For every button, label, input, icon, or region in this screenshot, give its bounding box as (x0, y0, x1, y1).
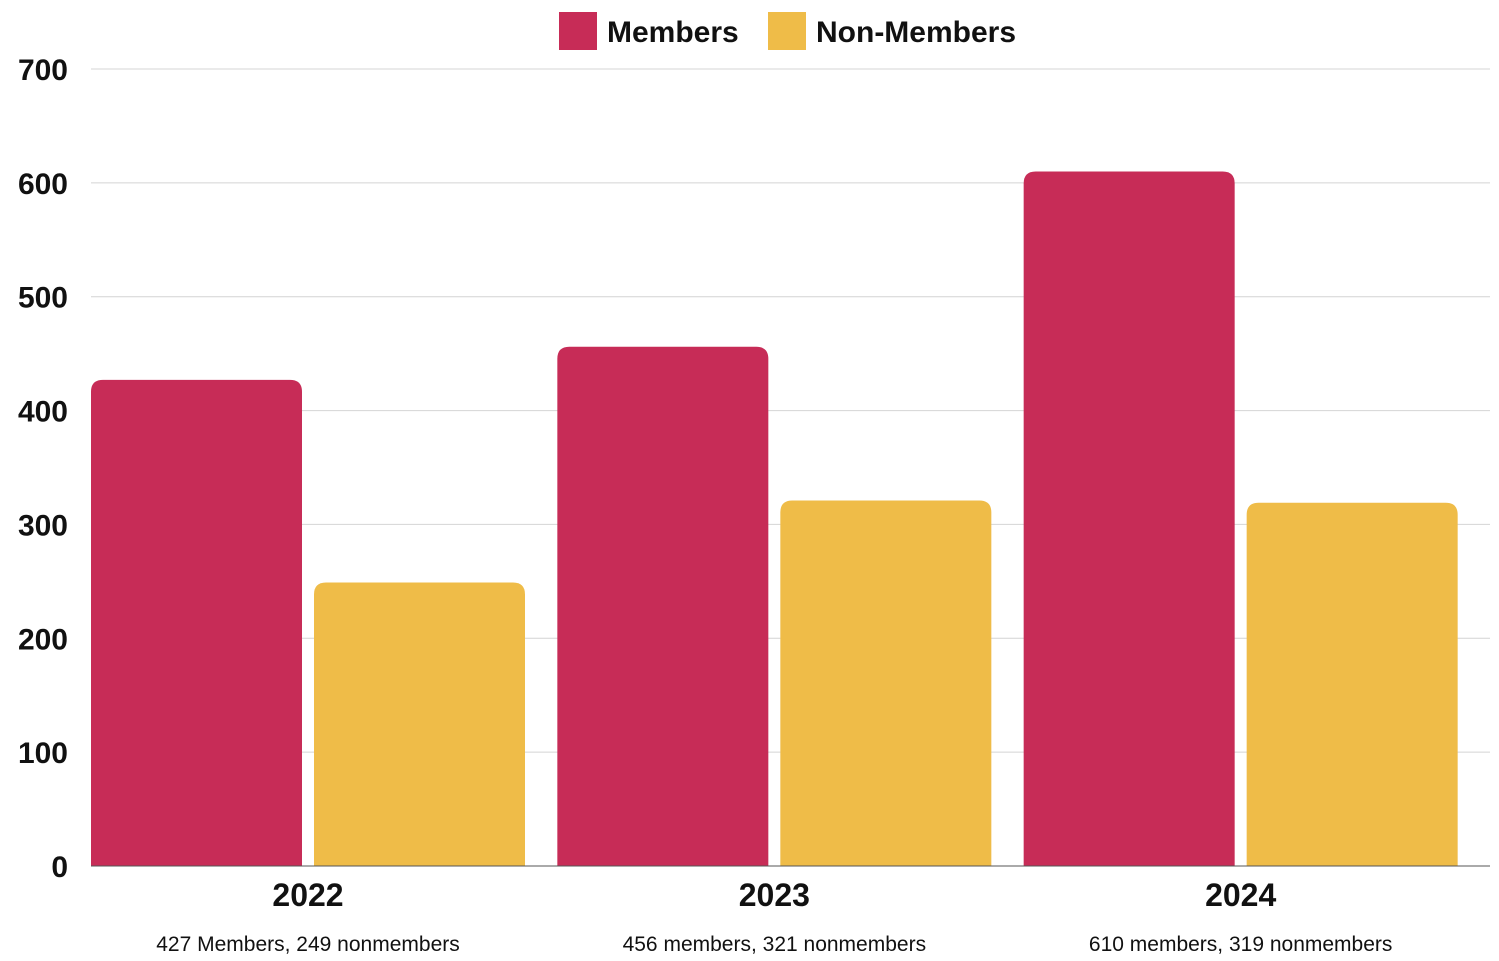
y-axis: 0 100 200 300 400 500 600 700 (18, 54, 68, 884)
y-tick-label: 0 (51, 851, 68, 884)
y-tick-label: 700 (18, 54, 68, 87)
y-tick-label: 500 (18, 282, 68, 315)
legend: Members Non-Members (559, 12, 1016, 50)
bar-non-members-2023 (780, 500, 992, 866)
y-tick-label: 100 (18, 737, 68, 770)
legend-swatch-non-members (768, 12, 806, 50)
y-tick-label: 400 (18, 396, 68, 429)
x-category-caption: 427 Members, 249 nonmembers (156, 933, 460, 956)
bar-members-2024 (1023, 171, 1235, 866)
x-tick-label: 2023 (739, 877, 810, 913)
legend-swatch-members (559, 12, 597, 50)
x-axis: 2022 427 Members, 249 nonmembers 2023 456 m… (156, 877, 1392, 956)
bar-non-members-2022 (314, 582, 525, 866)
bars (91, 171, 1458, 867)
bar-members-2022 (91, 379, 302, 866)
y-tick-label: 200 (18, 623, 68, 656)
y-tick-label: 300 (18, 509, 68, 542)
bar-non-members-2024 (1246, 502, 1458, 866)
legend-label: Members (607, 16, 739, 49)
x-tick-label: 2024 (1205, 877, 1276, 913)
y-tick-label: 600 (18, 168, 68, 201)
x-tick-label: 2022 (272, 877, 343, 913)
x-category-caption: 610 members, 319 nonmembers (1089, 933, 1393, 956)
x-category-caption: 456 members, 321 nonmembers (623, 933, 927, 956)
bar-members-2023 (557, 346, 769, 867)
legend-label: Non-Members (816, 16, 1016, 49)
